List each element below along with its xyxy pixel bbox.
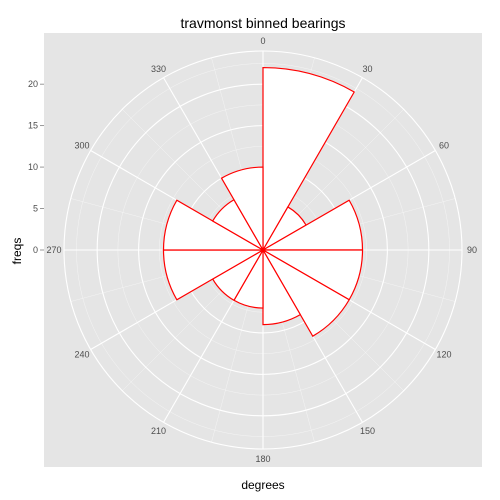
chart-title: travmonst binned bearings <box>181 15 346 31</box>
bar-0-30 <box>262 66 356 253</box>
angle-tick-labels: 0 30 60 90 120 150 180 210 240 270 300 330 <box>46 36 477 464</box>
angle-label-210: 210 <box>151 426 166 436</box>
angle-label-270: 270 <box>46 245 61 255</box>
angle-label-120: 120 <box>436 350 451 360</box>
x-axis-title: degrees <box>241 478 284 492</box>
bars <box>162 66 364 337</box>
angle-label-60: 60 <box>439 141 449 151</box>
angle-label-300: 300 <box>74 141 89 151</box>
angle-label-30: 30 <box>362 64 372 74</box>
angle-label-150: 150 <box>360 426 375 436</box>
radial-tick-label-0: 0 <box>33 245 38 255</box>
y-axis-title: freqs <box>10 238 24 265</box>
angle-label-330: 330 <box>151 64 166 74</box>
radial-tick-labels: 0 5 10 15 20 <box>28 79 44 255</box>
radial-tick-label-10: 10 <box>28 162 38 172</box>
angle-label-90: 90 <box>467 245 477 255</box>
radial-tick-label-20: 20 <box>28 79 38 89</box>
radial-tick-label-15: 15 <box>28 121 38 131</box>
angle-label-240: 240 <box>74 350 89 360</box>
radial-tick-label-5: 5 <box>33 204 38 214</box>
bar-120-150 <box>261 248 350 337</box>
bar-150-180 <box>262 247 302 326</box>
angle-label-0: 0 <box>260 36 265 46</box>
bar-270-300 <box>162 199 266 251</box>
bar-330-360 <box>220 166 264 253</box>
angle-label-180: 180 <box>255 454 270 464</box>
